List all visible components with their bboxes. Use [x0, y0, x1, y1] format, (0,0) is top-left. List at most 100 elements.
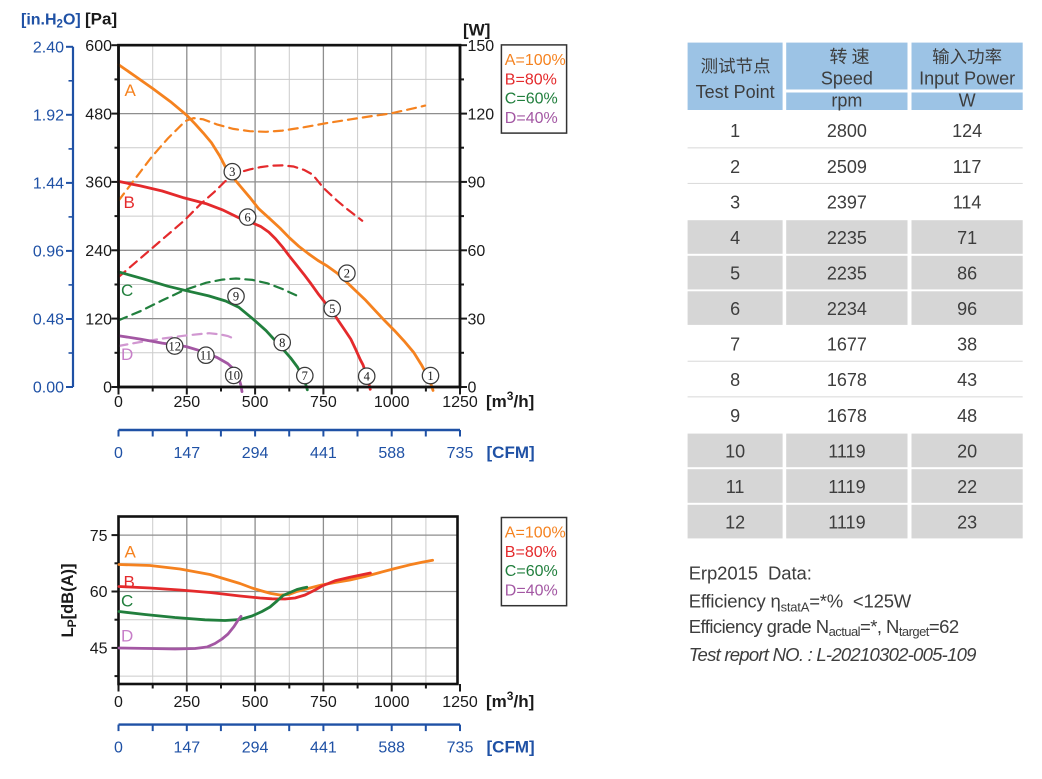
- svg-text:30: 30: [468, 311, 486, 328]
- svg-text:150: 150: [468, 38, 495, 55]
- svg-text:C: C: [121, 592, 133, 611]
- svg-text:9: 9: [730, 406, 740, 426]
- svg-text:6: 6: [244, 210, 250, 224]
- svg-text:[Pa]: [Pa]: [85, 10, 117, 29]
- svg-text:D=40%: D=40%: [505, 583, 558, 600]
- svg-text:1250: 1250: [442, 694, 478, 711]
- svg-text:Test Point: Test Point: [696, 82, 775, 102]
- svg-text:7: 7: [302, 369, 308, 383]
- svg-text:C=60%: C=60%: [505, 91, 558, 108]
- svg-text:0: 0: [114, 740, 123, 757]
- svg-text:0: 0: [114, 394, 123, 411]
- svg-text:147: 147: [173, 740, 200, 757]
- svg-text:10: 10: [725, 441, 745, 461]
- svg-text:Efficiency grade Nactual=*, Nt: Efficiency grade Nactual=*, Ntarget=62: [689, 616, 959, 639]
- svg-text:23: 23: [957, 513, 977, 533]
- svg-text:2397: 2397: [827, 192, 867, 212]
- svg-text:588: 588: [378, 740, 405, 757]
- svg-text:5: 5: [329, 302, 335, 316]
- svg-text:1: 1: [427, 369, 433, 383]
- svg-text:B: B: [124, 193, 135, 212]
- svg-text:441: 441: [310, 740, 337, 757]
- svg-text:43: 43: [957, 370, 977, 390]
- svg-text:[W]: [W]: [463, 21, 490, 40]
- svg-text:114: 114: [953, 192, 982, 212]
- svg-text:2509: 2509: [827, 157, 867, 177]
- svg-text:750: 750: [310, 694, 337, 711]
- svg-text:600: 600: [85, 38, 112, 55]
- svg-text:120: 120: [85, 311, 112, 328]
- svg-text:1: 1: [730, 121, 740, 141]
- svg-text:500: 500: [242, 694, 269, 711]
- svg-text:1119: 1119: [828, 441, 865, 461]
- svg-text:6: 6: [730, 299, 740, 319]
- svg-text:1000: 1000: [374, 394, 410, 411]
- svg-text:9: 9: [233, 290, 239, 304]
- svg-text:0.96: 0.96: [33, 244, 64, 261]
- svg-text:20: 20: [957, 441, 977, 461]
- svg-text:2: 2: [730, 157, 740, 177]
- svg-text:10: 10: [227, 369, 240, 383]
- svg-text:C: C: [121, 281, 133, 300]
- svg-text:Input Power: Input Power: [919, 69, 1015, 89]
- svg-text:C=60%: C=60%: [505, 563, 558, 580]
- svg-text:1000: 1000: [374, 694, 410, 711]
- svg-text:1.44: 1.44: [33, 176, 64, 193]
- svg-text:Efficiency ηstatA=*% <125W: Efficiency ηstatA=*% <125W: [689, 590, 912, 614]
- svg-text:[CFM]: [CFM]: [487, 738, 535, 757]
- svg-text:240: 240: [85, 243, 112, 260]
- svg-text:90: 90: [468, 175, 486, 192]
- svg-text:0.48: 0.48: [33, 312, 64, 329]
- svg-text:250: 250: [173, 394, 200, 411]
- svg-text:D=40%: D=40%: [505, 110, 558, 127]
- svg-text:[m3/h]: [m3/h]: [486, 389, 534, 411]
- svg-text:0.00: 0.00: [33, 380, 64, 397]
- svg-text:294: 294: [242, 445, 269, 462]
- svg-text:124: 124: [952, 121, 982, 141]
- svg-text:3: 3: [730, 192, 740, 212]
- svg-text:1119: 1119: [828, 477, 865, 497]
- svg-text:480: 480: [85, 106, 112, 123]
- svg-text:[CFM]: [CFM]: [487, 443, 535, 462]
- svg-text:4: 4: [364, 370, 371, 384]
- svg-text:A=100%: A=100%: [505, 525, 566, 542]
- svg-text:2800: 2800: [827, 121, 867, 141]
- svg-text:588: 588: [378, 445, 405, 462]
- svg-text:rpm: rpm: [831, 91, 862, 111]
- svg-text:W: W: [959, 91, 976, 111]
- svg-text:60: 60: [468, 243, 486, 260]
- svg-text:B: B: [124, 573, 135, 592]
- svg-text:60: 60: [90, 584, 108, 601]
- svg-text:735: 735: [447, 445, 474, 462]
- svg-text:1119: 1119: [828, 513, 865, 533]
- svg-text:A=100%: A=100%: [505, 52, 566, 69]
- svg-text:2235: 2235: [827, 228, 867, 248]
- svg-text:0: 0: [468, 380, 477, 397]
- svg-text:1678: 1678: [827, 370, 867, 390]
- svg-text:7: 7: [730, 335, 740, 355]
- svg-text:11: 11: [200, 349, 212, 363]
- svg-text:0: 0: [114, 694, 123, 711]
- svg-text:48: 48: [957, 406, 977, 426]
- svg-text:1678: 1678: [827, 406, 867, 426]
- svg-text:1677: 1677: [827, 335, 867, 355]
- svg-text:1250: 1250: [442, 394, 478, 411]
- svg-text:117: 117: [953, 157, 982, 177]
- svg-text:D: D: [121, 627, 133, 646]
- svg-text:294: 294: [242, 740, 269, 757]
- svg-text:45: 45: [90, 641, 108, 658]
- svg-text:8: 8: [730, 370, 740, 390]
- svg-text:250: 250: [173, 694, 200, 711]
- svg-text:147: 147: [173, 445, 200, 462]
- svg-text:[in.H2O]: [in.H2O]: [21, 12, 81, 31]
- svg-text:LP[dB(A)]: LP[dB(A)]: [59, 564, 79, 638]
- svg-text:75: 75: [90, 528, 108, 545]
- svg-text:5: 5: [730, 264, 740, 284]
- svg-text:Test report NO. : L-20210302-0: Test report NO. : L-20210302-005-109: [689, 644, 976, 665]
- svg-text:750: 750: [310, 394, 337, 411]
- svg-text:11: 11: [726, 477, 745, 497]
- svg-text:441: 441: [310, 445, 337, 462]
- svg-text:96: 96: [957, 299, 977, 319]
- svg-text:71: 71: [957, 228, 977, 248]
- svg-text:0: 0: [114, 445, 123, 462]
